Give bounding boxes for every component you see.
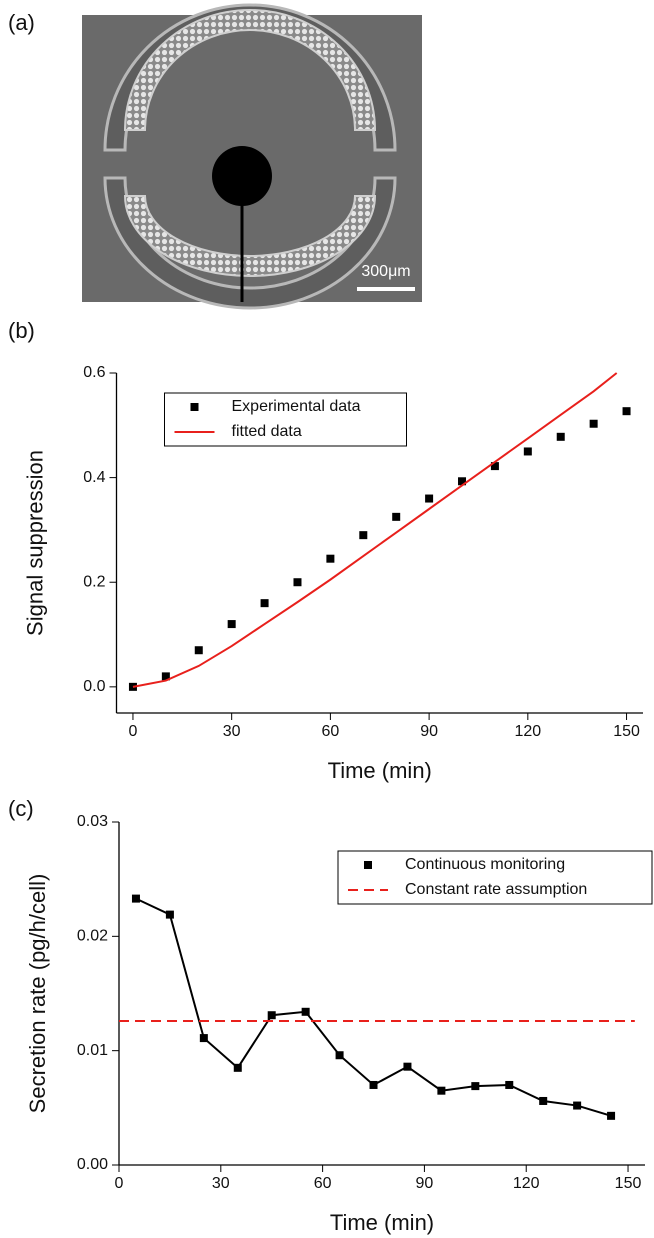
panel-label: (a) — [8, 10, 35, 35]
data-point — [260, 599, 269, 608]
y-axis-title: Secretion rate (pg/h/cell) — [25, 874, 50, 1114]
y-tick-label: 0.01 — [77, 1042, 108, 1059]
legend-label: Constant rate assumption — [405, 881, 587, 898]
data-point — [392, 512, 401, 521]
legend-label: fitted data — [232, 423, 302, 440]
panel-label: (c) — [8, 796, 34, 821]
data-point — [267, 1011, 276, 1020]
y-tick-label: 0.02 — [77, 928, 108, 945]
panel-label: (b) — [8, 318, 35, 343]
legend-marker — [364, 861, 372, 869]
data-point — [471, 1082, 480, 1091]
x-tick-label: 30 — [223, 723, 241, 740]
data-point — [165, 910, 174, 919]
y-tick-label: 0.6 — [83, 364, 105, 381]
data-point — [293, 578, 302, 587]
legend-box — [164, 392, 407, 447]
legend-box — [337, 850, 653, 905]
x-tick-label: 60 — [321, 723, 339, 740]
data-point — [161, 672, 170, 681]
data-point — [425, 494, 434, 503]
data-point — [301, 1007, 310, 1016]
x-axis-title: Time (min) — [330, 1210, 434, 1235]
data-point — [607, 1111, 616, 1120]
x-tick-label: 120 — [513, 1175, 540, 1192]
data-point — [573, 1101, 582, 1110]
data-point — [556, 432, 565, 441]
x-tick-label: 150 — [613, 723, 640, 740]
data-point — [233, 1063, 242, 1072]
data-point — [369, 1080, 378, 1089]
legend-label: Experimental data — [232, 398, 361, 415]
series-line — [132, 372, 618, 688]
x-tick-label: 90 — [420, 723, 438, 740]
x-tick-label: 120 — [514, 723, 541, 740]
data-point — [437, 1086, 446, 1095]
y-tick-label: 0.00 — [77, 1156, 108, 1173]
data-point — [403, 1062, 412, 1071]
data-point — [505, 1080, 514, 1089]
x-tick-label: 90 — [416, 1175, 434, 1192]
legend-label: Continuous monitoring — [405, 856, 565, 873]
data-point — [539, 1096, 548, 1105]
x-tick-label: 150 — [615, 1175, 642, 1192]
data-point — [490, 462, 499, 471]
y-tick-label: 0.2 — [83, 573, 105, 590]
scale-bar-label: 300μm — [361, 263, 410, 280]
data-point — [523, 447, 532, 456]
data-point — [326, 554, 335, 563]
y-tick-label: 0.0 — [83, 678, 105, 695]
data-point — [589, 419, 598, 428]
x-axis-title: Time (min) — [328, 758, 432, 783]
legend-marker — [190, 403, 199, 411]
micrograph: 300μm — [82, 3, 422, 310]
data-point — [199, 1034, 208, 1043]
data-point — [458, 477, 467, 486]
data-point — [131, 894, 140, 903]
data-point — [227, 620, 236, 629]
x-tick-label: 60 — [314, 1175, 332, 1192]
data-point — [359, 531, 368, 540]
data-point — [194, 646, 203, 655]
x-tick-label: 30 — [212, 1175, 230, 1192]
y-tick-label: 0.03 — [77, 813, 108, 830]
data-point — [335, 1051, 344, 1060]
x-tick-label: 0 — [115, 1175, 124, 1192]
y-axis-title: Signal suppression — [22, 450, 47, 636]
x-tick-label: 0 — [129, 723, 138, 740]
data-point — [622, 407, 631, 416]
y-tick-label: 0.4 — [83, 469, 105, 486]
